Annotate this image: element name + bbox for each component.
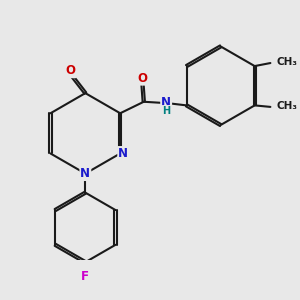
Text: CH₃: CH₃ bbox=[276, 57, 297, 67]
Text: F: F bbox=[81, 270, 89, 283]
Text: O: O bbox=[138, 72, 148, 85]
Text: H: H bbox=[162, 106, 170, 116]
Text: CH₃: CH₃ bbox=[276, 101, 297, 111]
Text: N: N bbox=[161, 96, 171, 109]
Text: O: O bbox=[66, 64, 76, 77]
Text: N: N bbox=[80, 167, 90, 180]
Text: N: N bbox=[118, 147, 128, 160]
